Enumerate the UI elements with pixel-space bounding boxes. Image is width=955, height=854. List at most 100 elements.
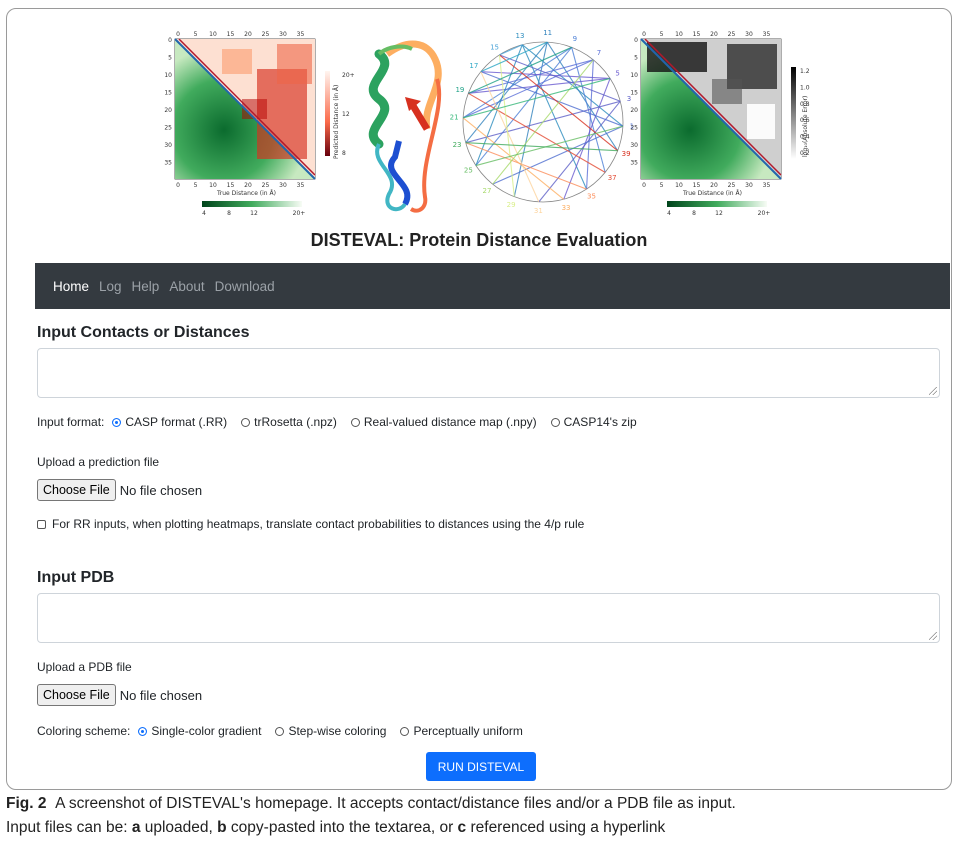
- app-frame: 0 5 10 15 20 25 30 35 0 5 10 15 20 25 30 35 0 5 10 15 20 25 30…: [6, 8, 952, 790]
- contact-link: [475, 125, 624, 167]
- scheme-option-gradient[interactable]: Single-color gradient: [138, 724, 261, 738]
- choose-prediction-file-button[interactable]: Choose File: [37, 479, 116, 501]
- heatmap-tick: 15: [227, 31, 235, 38]
- heatmap-left-ylabel: Predicted Distance (in Å): [333, 85, 340, 159]
- heatmap-tick: 5: [168, 55, 172, 62]
- contact-link: [462, 77, 611, 119]
- banner-graphic: 0 5 10 15 20 25 30 350 5 10 15 20 25 30 35051015202530…: [164, 29, 809, 217]
- heatmap-right: 0 5 10 15 20 25 30 350 5 10 15 20 25 30 35051015202530…: [630, 31, 809, 217]
- heatmap-tick: 35: [297, 182, 305, 189]
- contact-link: [462, 59, 594, 119]
- heatmap-tick: 20: [710, 31, 718, 38]
- heatmap-right-ylabel: log₁₀(Absolute Error): [802, 96, 809, 157]
- pdb-textarea[interactable]: [37, 593, 940, 643]
- heatmap-tick: 0: [168, 37, 172, 44]
- legend-tick: 12: [715, 210, 723, 217]
- format-option-rr[interactable]: CASP format (.RR): [112, 415, 227, 429]
- heatmap-tick: 20: [710, 182, 718, 189]
- legend-tick: 12: [250, 210, 258, 217]
- heatmap-tick: 15: [630, 90, 638, 97]
- residue-label: 21: [450, 113, 459, 121]
- residue-label: 23: [453, 141, 462, 149]
- contact-link: [480, 71, 611, 79]
- residue-label: 27: [483, 187, 492, 195]
- contact-link: [538, 100, 621, 203]
- contact-link: [513, 41, 548, 197]
- coloring-scheme-label: Coloring scheme:: [37, 724, 131, 738]
- colorbar-tick: 0.6: [800, 117, 810, 124]
- choose-pdb-file-button[interactable]: Choose File: [37, 684, 116, 706]
- rr-rule-row: For RR inputs, when plotting heatmaps, t…: [37, 517, 584, 531]
- residue-label: 9: [573, 35, 577, 43]
- nav-about[interactable]: About: [169, 278, 205, 294]
- radio-gradient[interactable]: [138, 726, 148, 736]
- heatmap-tick: 5: [194, 182, 198, 189]
- heatmap-tick: 20: [244, 182, 252, 189]
- heatmap-tick: 20: [244, 31, 252, 38]
- residue-label: 25: [464, 166, 473, 174]
- heatmap-tick: 10: [675, 182, 683, 189]
- format-option-npz[interactable]: trRosetta (.npz): [241, 415, 337, 429]
- heatmap-tick: 25: [630, 125, 638, 132]
- heatmap-tick: 15: [693, 182, 701, 189]
- prediction-file-input: Choose File No file chosen: [37, 479, 202, 501]
- radio-uniform[interactable]: [400, 726, 410, 736]
- heatmap-tick: 0: [634, 37, 638, 44]
- contact-link: [492, 59, 594, 185]
- nav-download[interactable]: Download: [214, 278, 275, 294]
- residue-label: 7: [597, 49, 601, 57]
- heatmap-tick: 15: [227, 182, 235, 189]
- resize-grip-icon[interactable]: [929, 632, 937, 640]
- format-option-zip[interactable]: CASP14's zip: [550, 415, 637, 429]
- input-format-label: Input format:: [37, 415, 105, 429]
- residue-label: 19: [455, 86, 464, 94]
- radio-stepwise[interactable]: [275, 726, 285, 736]
- navbar: Home Log Help About Download: [35, 263, 950, 309]
- scheme-option-stepwise[interactable]: Step-wise coloring: [275, 724, 386, 738]
- coloring-scheme-row: Coloring scheme: Single-color gradient S…: [37, 724, 537, 738]
- contacts-textarea[interactable]: [37, 348, 940, 398]
- contact-link: [480, 71, 540, 203]
- colorbar-tick: 0.8: [800, 101, 810, 108]
- legend-tick: 8: [692, 210, 696, 217]
- pdb-section-title: Input PDB: [37, 569, 115, 586]
- heatmap-tick: 0: [642, 31, 646, 38]
- rr-rule-checkbox[interactable]: [37, 519, 46, 529]
- resize-grip-icon[interactable]: [929, 387, 937, 395]
- residue-label: 11: [543, 29, 552, 37]
- heatmap-tick: 25: [262, 31, 270, 38]
- radio-npz[interactable]: [241, 417, 251, 427]
- run-disteval-button[interactable]: RUN DISTEVAL: [426, 752, 536, 781]
- radio-npy[interactable]: [350, 417, 360, 427]
- heatmap-tick: 10: [209, 31, 217, 38]
- radio-rr[interactable]: [112, 417, 122, 427]
- residue-label: 3: [627, 95, 631, 103]
- nav-home[interactable]: Home: [53, 278, 90, 294]
- residue-label: 31: [534, 207, 543, 215]
- contact-link: [492, 125, 624, 185]
- legend-tick: 4: [667, 210, 671, 217]
- radio-zip[interactable]: [550, 417, 560, 427]
- contact-link: [546, 41, 619, 151]
- heatmap-tick: 0: [642, 182, 646, 189]
- scheme-option-uniform[interactable]: Perceptually uniform: [400, 724, 523, 738]
- colorbar-tick: 20+: [342, 72, 355, 79]
- app-title: DISTEVAL: Protein Distance Evaluation: [310, 230, 648, 250]
- colorbar-tick: 0.4: [800, 134, 810, 141]
- nav-help[interactable]: Help: [131, 278, 160, 294]
- contacts-section-title: Input Contacts or Distances: [37, 324, 250, 341]
- nav-log[interactable]: Log: [99, 278, 122, 294]
- heatmap-tick: 30: [630, 142, 638, 149]
- contact-link: [499, 44, 523, 56]
- format-option-npy[interactable]: Real-valued distance map (.npy): [350, 415, 537, 429]
- heatmap-tick: 5: [194, 31, 198, 38]
- heatmap-right-xlabel: True Distance (in Å): [682, 190, 742, 197]
- contact-link: [468, 59, 594, 94]
- contact-link: [480, 71, 624, 127]
- heatmap-tick: 5: [660, 31, 664, 38]
- prediction-file-status: No file chosen: [119, 482, 203, 498]
- heatmap-tick: 25: [728, 31, 736, 38]
- heatmap-tick: 5: [660, 182, 664, 189]
- contact-link: [468, 92, 606, 173]
